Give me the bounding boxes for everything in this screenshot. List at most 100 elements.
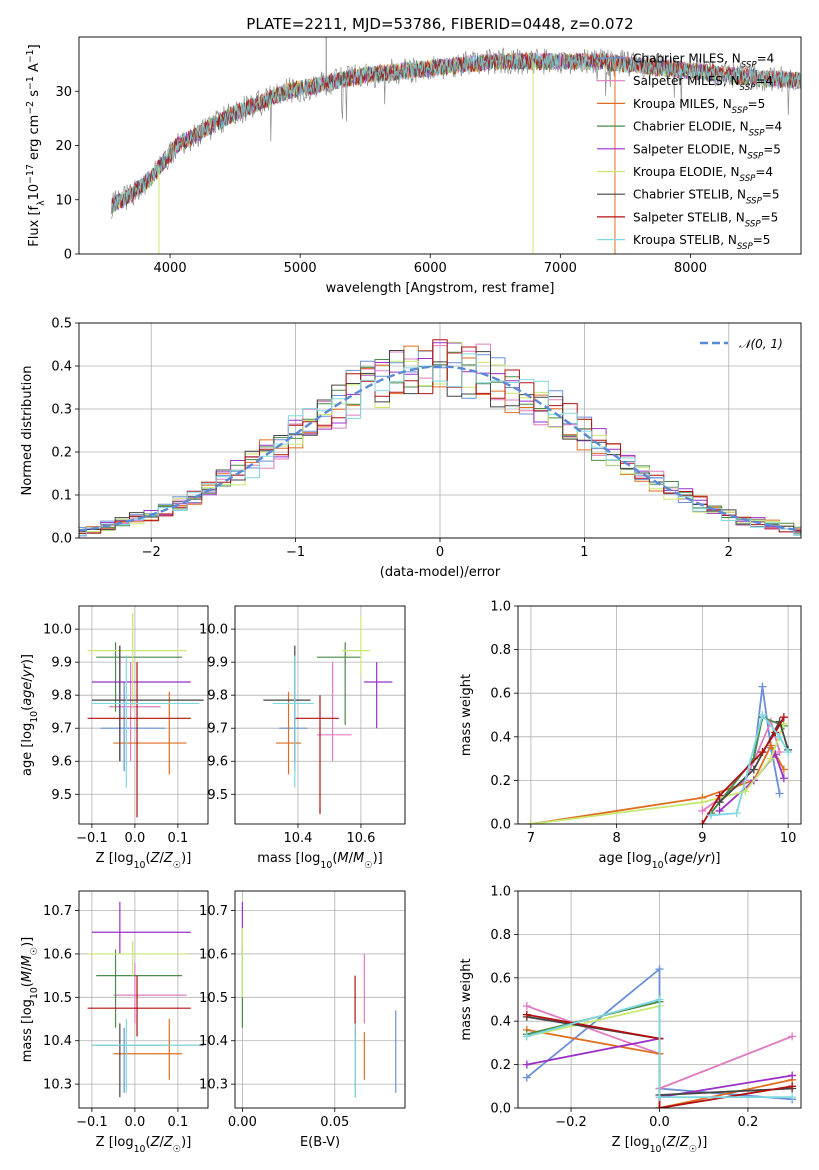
x-tick-label: −0.1 — [76, 1115, 108, 1130]
residual-histogram-salpeter-miles — [79, 343, 801, 534]
y-tick-label: 10.0 — [199, 623, 228, 638]
y-tick-label: 0.2 — [490, 1058, 511, 1073]
gauss-legend-label: 𝒩(0, 1) — [739, 337, 783, 351]
x-tick-label: 7000 — [544, 261, 577, 276]
legend-n-value: =4 — [764, 120, 782, 134]
y-axis-label: Normed distribution — [20, 366, 35, 496]
y-tick-label: 1.0 — [490, 885, 511, 900]
label-part: 10 — [29, 987, 40, 999]
plot-area-z-weight — [522, 965, 797, 1108]
frame-residuals — [78, 322, 802, 539]
weight-marker — [522, 1060, 531, 1069]
y-tick-label: 0.2 — [490, 774, 511, 789]
label-part: )] — [710, 851, 720, 866]
weight-marker — [655, 1104, 664, 1108]
x-tick-label: 6000 — [414, 261, 447, 276]
label-part: Flux [f — [27, 205, 42, 246]
label-part: )] — [181, 851, 191, 866]
label-part: 10 — [27, 184, 42, 201]
frame-z-weight — [517, 890, 802, 1109]
gaussian-curve — [79, 365, 801, 532]
x-tick-label: 7 — [527, 831, 535, 846]
y-tick-label: 0.6 — [490, 971, 511, 986]
label-part: mass weight — [459, 958, 474, 1040]
weight-marker — [779, 774, 788, 783]
label-part: M — [337, 851, 348, 866]
y-axis-label: mass [log10(M/M☉)] — [20, 937, 40, 1063]
weight-marker — [758, 748, 767, 757]
label-part: )] — [181, 1135, 191, 1150]
y-tick-label: 9.5 — [51, 788, 72, 803]
x-tick-label: 0.0 — [649, 1115, 670, 1130]
label-part: age — [669, 851, 693, 866]
weight-marker — [758, 682, 767, 691]
label-part: age — [20, 682, 35, 706]
weight-marker — [522, 1010, 531, 1019]
legend-n-sub: SSP — [747, 151, 764, 161]
label-part: mass weight — [459, 674, 474, 756]
panel-z-mass: −0.1 0.0 0.110.310.410.510.610.7Z [log10(Z… — [20, 890, 209, 1155]
legend-n-sub: SSP — [740, 174, 757, 184]
x-axis-label: E(B-V) — [300, 1135, 340, 1150]
y-tick-label: 0.3 — [51, 403, 72, 418]
weight-marker — [749, 765, 758, 774]
legend-entry: Chabrier MILES, NSSP=4 — [633, 52, 774, 71]
y-tick-label: 9.9 — [51, 656, 72, 671]
x-tick-label: −0.1 — [76, 831, 108, 846]
legend-n: , N — [723, 74, 740, 88]
weight-marker — [758, 711, 767, 719]
x-tick-label: 10.4 — [283, 831, 312, 846]
weight-marker — [655, 995, 664, 1004]
label-part: 10 — [652, 860, 664, 871]
x-tick-label: 5000 — [284, 261, 317, 276]
label-part: M — [20, 971, 35, 982]
x-tick-label: 2 — [725, 545, 733, 560]
x-tick-label: 10 — [780, 831, 797, 846]
legend-n-sub: SSP — [740, 83, 757, 93]
legend-entry: Kroupa ELODIE, NSSP=4 — [633, 165, 773, 184]
y-axis-label: age [log10(age/yr)] — [20, 654, 40, 776]
y-tick-label: 0.4 — [490, 1015, 511, 1030]
x-tick-label: −0.2 — [555, 1115, 587, 1130]
label-part: (data-model)/error — [380, 565, 501, 580]
legend-n-value: =4 — [757, 52, 775, 66]
weight-marker — [775, 748, 784, 757]
plot-area-z-age — [87, 612, 204, 818]
label-part: ☉ — [173, 860, 181, 871]
y-tick-label: 9.5 — [207, 788, 228, 803]
weight-marker — [779, 713, 788, 722]
model-spectrum-kroupa-stelib — [111, 51, 801, 214]
legend-entry: Chabrier STELIB, NSSP=5 — [633, 188, 780, 207]
legend-entry: Chabrier ELODIE, NSSP=4 — [633, 120, 782, 139]
weight-marker — [784, 748, 793, 757]
legend-n: , N — [731, 142, 748, 156]
label-part: ☉ — [364, 860, 372, 871]
label-part: ☉ — [173, 1144, 181, 1155]
panel-ebv-mass: 0.00 0.05 10.3 10.4 10.5 10.6 10.7 E(B-V) — [199, 890, 406, 1150]
y-axis-label: mass weight — [459, 674, 474, 756]
weight-line-kroupa-elodie — [530, 723, 785, 824]
y-tick-label: 10.6 — [199, 947, 228, 962]
label-part: M — [20, 955, 35, 966]
weight-line-kroupa-stelib — [526, 998, 793, 1099]
label-part: E(B-V) — [300, 1135, 340, 1150]
legend-series-name: Chabrier MILES — [633, 52, 724, 66]
legend-n-sub: SSP — [741, 61, 758, 71]
label-part: / — [20, 677, 35, 682]
x-tick-label: −1 — [286, 545, 305, 560]
y-tick-label: 9.7 — [51, 722, 72, 737]
y-tick-label: 9.8 — [51, 689, 72, 704]
figure-title: PLATE=2211, MJD=53786, FIBERID=0448, z=0… — [246, 15, 633, 33]
weight-marker — [788, 1071, 797, 1080]
y-tick-label: 10.3 — [43, 1078, 72, 1093]
y-tick-label: 30 — [55, 85, 72, 100]
label-part: −1 — [25, 49, 36, 63]
y-tick-label: 9.9 — [207, 656, 228, 671]
weight-marker — [522, 1002, 531, 1011]
legend-n-sub: SSP — [737, 242, 754, 252]
label-part: Z — [150, 851, 161, 866]
label-part: ☉ — [29, 947, 40, 955]
weight-marker — [698, 798, 707, 807]
